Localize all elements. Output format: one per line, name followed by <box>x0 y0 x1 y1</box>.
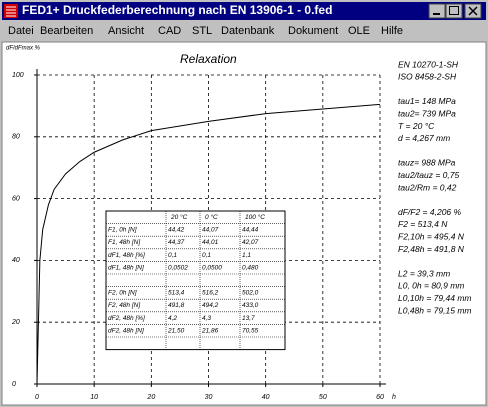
y-tick-label: 80 <box>12 134 20 141</box>
table-cell: 433,0 <box>242 302 259 309</box>
table-header: 20 °C <box>170 213 188 221</box>
app-icon-lines <box>6 6 16 17</box>
note-line: dF/F2 = 4,206 % <box>398 207 462 217</box>
table-cell: 4,3 <box>202 315 211 322</box>
table-cell: 13,7 <box>242 315 255 322</box>
table-cell: 21,50 <box>167 327 185 334</box>
menu-item[interactable]: Ansicht <box>108 25 144 37</box>
y-axis-label: dF/dFmax % <box>6 46 41 52</box>
note-line: ISO 8458-2-SH <box>398 72 457 82</box>
table-row-label: dF1, 48h [N] <box>108 264 144 271</box>
table-cell: 0,1 <box>168 252 177 259</box>
table-row-label: dF2, 48h [%] <box>108 315 145 322</box>
table-cell: 44,44 <box>242 227 259 234</box>
table-row-label: dF1, 48h [%] <box>108 252 145 259</box>
menu-item[interactable]: Datenbank <box>221 25 275 37</box>
table-cell: 44,42 <box>168 227 185 234</box>
table-cell: 0,1 <box>202 252 211 259</box>
note-line: L0,48h = 79,15 mm <box>398 305 471 315</box>
x-tick-label: 10 <box>90 394 98 401</box>
table-cell: 0,480 <box>242 264 259 271</box>
table-cell: 44,37 <box>168 239 185 246</box>
table-cell: 44,07 <box>202 227 219 234</box>
table-header: 0 °C <box>205 213 218 221</box>
maximize-icon <box>449 6 459 15</box>
note-line: tau1= 148 MPa <box>398 96 456 106</box>
menu-item[interactable]: Dokument <box>288 25 338 37</box>
title-bar <box>2 2 486 20</box>
y-tick-label: 20 <box>11 319 20 326</box>
y-tick-label: 0 <box>12 381 16 388</box>
menu-item[interactable]: STL <box>192 25 212 37</box>
note-line: L0,10h = 79,44 mm <box>398 293 471 303</box>
x-tick-label: 60 <box>376 394 384 401</box>
note-line: d = 4,267 mm <box>398 133 450 143</box>
table-cell: 494,2 <box>202 302 219 309</box>
table-frame <box>105 210 286 351</box>
y-tick-label: 100 <box>12 72 24 79</box>
x-tick-label: 40 <box>262 394 270 401</box>
menu-item[interactable]: Bearbeiten <box>40 25 93 37</box>
minimize-button[interactable] <box>428 3 446 19</box>
note-line: F2 = 513,4 N <box>398 219 448 229</box>
chart-title: Relaxation <box>180 52 237 66</box>
x-tick-label: 20 <box>146 394 155 401</box>
x-tick-label: 50 <box>319 394 327 401</box>
table-row-label: dF2, 48h [N] <box>108 327 144 334</box>
close-icon <box>468 6 478 16</box>
y-tick-label: 60 <box>12 195 20 202</box>
table-cell: 70,55 <box>242 327 259 334</box>
y-tick-label: 40 <box>12 257 20 264</box>
window-title: FED1+ Druckfederberechnung nach EN 13906… <box>22 3 332 17</box>
table-cell: 0,0500 <box>202 264 222 271</box>
table-cell: 516,2 <box>202 290 219 297</box>
table-cell: 44,01 <box>202 239 219 246</box>
note-line: tau2/Rm = 0,42 <box>398 182 457 192</box>
note-line: F2,10h = 495,4 N <box>398 231 465 241</box>
window-buttons <box>428 3 482 19</box>
menu-item[interactable]: CAD <box>158 25 181 37</box>
table-header: 100 °C <box>245 213 265 221</box>
note-line: L0, 0h = 80,9 mm <box>398 281 464 291</box>
table-cell: 0,0502 <box>168 264 188 271</box>
x-tick-label: 0 <box>35 394 39 401</box>
table-cell: 502,0 <box>242 290 259 297</box>
table-row-label: F2, 48h [N] <box>108 302 140 309</box>
table-cell: 491,8 <box>168 302 185 309</box>
table-row-label: F1, 48h [N] <box>108 239 140 246</box>
table-cell: 1,1 <box>242 252 251 259</box>
note-line: T = 20 °C <box>398 121 435 131</box>
series-line <box>36 103 381 385</box>
menu-item[interactable]: Hilfe <box>381 25 403 37</box>
note-line: tauz= 988 MPa <box>398 158 456 168</box>
note-line: tau2/tauz = 0,75 <box>398 170 459 180</box>
menu-item[interactable]: Datei <box>8 25 34 37</box>
note-line: F2,48h = 491,8 N <box>398 244 465 254</box>
table-cell: 21,86 <box>201 327 219 334</box>
note-line: EN 10270-1-SH <box>398 59 459 69</box>
table-cell: 513,4 <box>168 290 185 297</box>
x-tick-label: 30 <box>205 394 213 401</box>
menu-item[interactable]: OLE <box>348 25 370 37</box>
table-cell: 42,07 <box>242 239 259 246</box>
note-line: L2 = 39,3 mm <box>398 268 450 278</box>
note-line: tau2= 739 MPa <box>398 108 456 118</box>
table-row-label: F2, 0h [N] <box>108 290 137 297</box>
table-row-label: F1, 0h [N] <box>108 227 137 234</box>
x-axis-label: h <box>392 394 396 401</box>
table-cell: 4,2 <box>168 315 177 322</box>
